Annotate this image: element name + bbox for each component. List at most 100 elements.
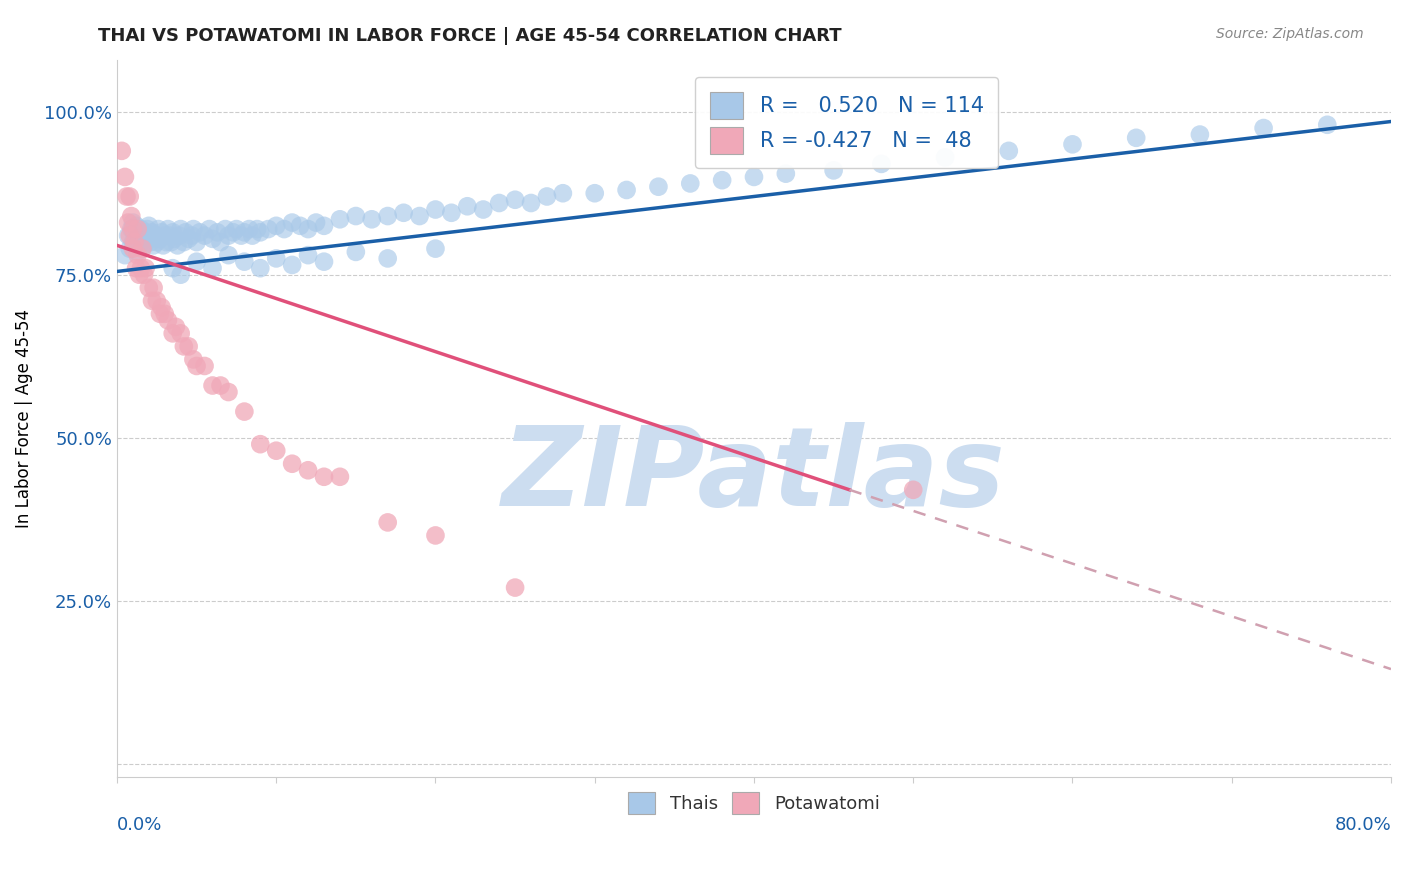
Point	[679, 177, 702, 191]
Point	[312, 470, 335, 484]
Point	[233, 254, 256, 268]
Point	[180, 228, 202, 243]
Point	[173, 235, 195, 249]
Point	[934, 150, 956, 164]
Point	[127, 222, 149, 236]
Point	[148, 222, 170, 236]
Text: 80.0%: 80.0%	[1334, 816, 1391, 834]
Point	[222, 225, 245, 239]
Point	[209, 378, 232, 392]
Point	[246, 222, 269, 236]
Point	[173, 339, 195, 353]
Text: ZIPatlas: ZIPatlas	[502, 422, 1005, 529]
Point	[377, 209, 399, 223]
Point	[377, 516, 399, 530]
Text: Source: ZipAtlas.com: Source: ZipAtlas.com	[1216, 27, 1364, 41]
Point	[217, 228, 239, 243]
Point	[125, 261, 148, 276]
Point	[870, 157, 893, 171]
Point	[170, 222, 193, 236]
Point	[162, 225, 184, 239]
Point	[125, 238, 148, 252]
Point	[156, 222, 179, 236]
Point	[201, 232, 224, 246]
Point	[149, 307, 172, 321]
Point	[207, 225, 229, 239]
Point	[312, 219, 335, 233]
Point	[1316, 118, 1339, 132]
Point	[201, 378, 224, 392]
Point	[456, 199, 478, 213]
Point	[329, 212, 352, 227]
Point	[183, 222, 205, 236]
Point	[231, 228, 253, 243]
Point	[136, 222, 159, 236]
Point	[150, 225, 173, 239]
Point	[117, 216, 139, 230]
Point	[135, 225, 157, 239]
Point	[775, 167, 797, 181]
Point	[711, 173, 734, 187]
Point	[153, 228, 176, 243]
Point	[616, 183, 638, 197]
Point	[143, 228, 166, 243]
Point	[551, 186, 574, 201]
Point	[138, 281, 160, 295]
Point	[233, 404, 256, 418]
Point	[281, 258, 304, 272]
Point	[288, 219, 311, 233]
Point	[122, 242, 145, 256]
Point	[198, 222, 221, 236]
Point	[201, 261, 224, 276]
Point	[150, 301, 173, 315]
Point	[440, 206, 463, 220]
Point	[132, 268, 155, 282]
Point	[183, 352, 205, 367]
Point	[162, 261, 184, 276]
Point	[392, 206, 415, 220]
Point	[131, 228, 153, 243]
Point	[128, 232, 150, 246]
Point	[120, 222, 142, 236]
Point	[742, 169, 765, 184]
Point	[344, 244, 367, 259]
Point	[264, 443, 287, 458]
Text: 0.0%: 0.0%	[117, 816, 162, 834]
Legend: Thais, Potawatomi: Thais, Potawatomi	[621, 785, 887, 822]
Point	[257, 222, 280, 236]
Point	[120, 209, 142, 223]
Point	[520, 196, 543, 211]
Point	[1125, 131, 1147, 145]
Point	[249, 437, 271, 451]
Text: THAI VS POTAWATOMI IN LABOR FORCE | AGE 45-54 CORRELATION CHART: THAI VS POTAWATOMI IN LABOR FORCE | AGE …	[98, 27, 842, 45]
Point	[174, 225, 197, 239]
Point	[188, 225, 211, 239]
Point	[127, 248, 149, 262]
Point	[146, 293, 169, 308]
Point	[124, 225, 146, 239]
Point	[132, 238, 155, 252]
Point	[408, 209, 430, 223]
Point	[131, 242, 153, 256]
Point	[281, 216, 304, 230]
Point	[217, 385, 239, 400]
Point	[155, 235, 177, 249]
Point	[209, 235, 232, 249]
Point	[129, 222, 152, 236]
Point	[186, 254, 208, 268]
Point	[118, 242, 141, 256]
Point	[167, 228, 190, 243]
Point	[503, 193, 526, 207]
Point	[138, 219, 160, 233]
Point	[177, 339, 200, 353]
Point	[425, 202, 447, 217]
Point	[233, 225, 256, 239]
Point	[160, 235, 183, 249]
Point	[152, 238, 174, 252]
Point	[1188, 128, 1211, 142]
Point	[122, 235, 145, 249]
Point	[135, 261, 157, 276]
Point	[503, 581, 526, 595]
Point	[903, 483, 925, 497]
Point	[425, 242, 447, 256]
